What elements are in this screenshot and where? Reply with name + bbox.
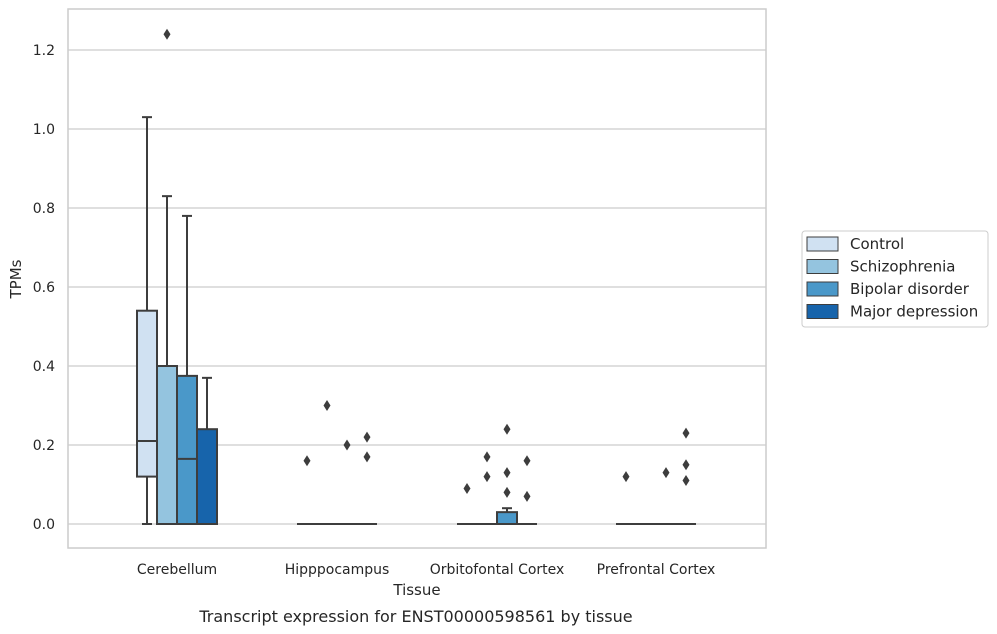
legend-label: Schizophrenia [850,258,955,276]
y-tick-labels: 0.0 0.2 0.4 0.6 0.8 1.0 1.2 [33,43,55,533]
y-tick-label: 0.0 [33,517,55,533]
legend-swatch [806,304,839,319]
outlier-point [503,423,511,435]
outlier-point [622,471,630,483]
box-bipolar-disorder [496,423,518,526]
box-schizophrenia [477,451,497,525]
y-tick-label: 0.2 [33,438,55,454]
box-major-depression [676,427,696,525]
outlier-point [483,471,491,483]
outlier-point [503,486,511,498]
box-schizophrenia [156,28,178,525]
outlier-point [523,455,531,467]
y-axis-label: TPMs [7,259,25,299]
outlier-point [343,439,351,451]
box-major-depression [357,431,377,525]
legend: Control Schizophrenia Bipolar disorder Majo… [801,230,989,328]
outlier-point [662,467,670,479]
outlier-point [523,490,531,502]
y-tick-label: 0.4 [33,359,55,375]
box-control [457,482,477,525]
plot-frame [67,8,767,549]
legend-label: Major depression [850,303,978,321]
box-schizophrenia [317,400,337,525]
box-body [196,428,218,526]
outlier-point [303,455,311,467]
legend-label: Bipolar disorder [850,280,970,298]
x-axis-label: Tissue [392,581,440,599]
x-tick-labels: Cerebellum Hipppocampus Orbitofontal Corte… [137,562,715,578]
box-body [156,365,178,525]
x-tick-label: Hipppocampus [285,562,390,578]
x-tick-label: Prefrontal Cortex [597,562,716,578]
box-control [297,455,317,525]
outlier-point [463,482,471,494]
outlier-point [682,475,690,487]
legend-frame [801,230,989,328]
outlier-point [363,431,371,443]
box-body [176,374,198,525]
box-bipolar-disorder [656,467,676,525]
outlier-point [503,467,511,479]
outlier-point [682,459,690,471]
box-layer [136,28,696,526]
legend-swatch [806,236,839,252]
box-bipolar-disorder [337,439,357,525]
y-tick-label: 1.2 [33,43,55,59]
box-major-depression [196,376,218,526]
outlier-point [363,451,371,463]
outlier-point [163,28,171,40]
legend-swatch [806,281,839,297]
box-major-depression [517,455,537,525]
y-tick-label: 0.6 [33,280,55,296]
box-bipolar-disorder [176,214,198,525]
outlier-point [483,451,491,463]
box-control [136,116,158,525]
y-tick-label: 0.8 [33,201,55,217]
legend-swatch [806,259,839,274]
outlier-point [682,427,690,439]
x-tick-label: Orbitofontal Cortex [430,562,565,578]
y-tick-label: 1.0 [33,122,55,138]
x-tick-label: Cerebellum [137,562,217,578]
outlier-point [323,400,331,411]
box-body [136,309,158,478]
box-body [496,511,518,526]
box-control [616,471,636,525]
legend-label: Control [850,235,904,253]
chart-caption: Transcript expression for ENST0000059856… [198,607,632,626]
